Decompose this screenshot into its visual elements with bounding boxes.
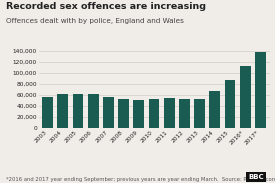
Bar [240,66,251,128]
Bar [103,97,114,128]
Text: Offences dealt with by police, England and Wales: Offences dealt with by police, England a… [6,18,183,24]
Bar [255,52,266,128]
Bar [224,80,235,128]
Text: BBC: BBC [248,174,264,180]
Bar [57,94,68,128]
Text: *2016 and 2017 year ending September; previous years are year ending March.  Sou: *2016 and 2017 year ending September; pr… [6,177,275,182]
Bar [148,99,159,128]
Bar [88,94,99,128]
Bar [133,100,144,128]
Bar [164,98,175,128]
Bar [179,99,190,128]
Text: Recorded sex offences are increasing: Recorded sex offences are increasing [6,2,205,11]
Bar [194,99,205,128]
Bar [42,97,53,128]
Bar [209,91,220,128]
Bar [118,99,129,128]
Bar [73,94,84,128]
